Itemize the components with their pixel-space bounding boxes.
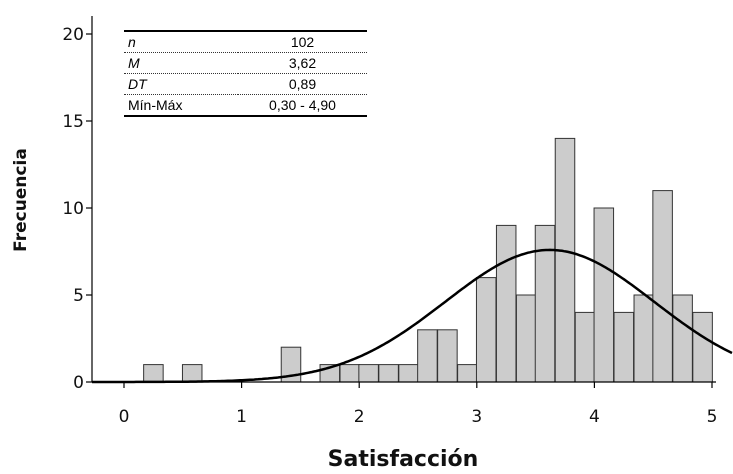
- stats-row-mean: M 3,62: [124, 52, 367, 74]
- histogram-bar: [417, 329, 438, 383]
- stats-value: 0,30 - 4,90: [238, 94, 367, 117]
- x-tick-label: 2: [354, 407, 365, 427]
- histogram-bar: [574, 311, 596, 383]
- stats-label: n: [124, 30, 238, 53]
- x-tick-label: 4: [589, 407, 600, 427]
- stats-value: 102: [238, 30, 367, 53]
- y-tick-label: 5: [73, 286, 84, 306]
- histogram-bar: [692, 311, 713, 383]
- histogram-bar: [672, 294, 693, 383]
- x-tick-label: 5: [707, 407, 718, 427]
- stats-row-sd: DT 0,89: [124, 73, 367, 95]
- y-tick-label: 0: [73, 373, 84, 393]
- histogram-bars: [143, 137, 713, 383]
- histogram-bar: [593, 207, 615, 383]
- histogram-bar: [554, 137, 576, 383]
- stats-label: M: [124, 52, 238, 74]
- histogram-bar: [652, 190, 673, 383]
- x-tick-label: 3: [471, 407, 482, 427]
- histogram-bar: [475, 277, 497, 383]
- histogram-bar: [633, 294, 655, 383]
- x-axis-title: Satisfacción: [328, 447, 479, 472]
- stats-row-range: Mín-Máx 0,30 - 4,90: [124, 94, 367, 117]
- histogram-bar: [378, 364, 399, 383]
- descriptive-stats-table: n 102 M 3,62 DT 0,89 Mín-Máx 0,30 - 4,90: [124, 30, 367, 117]
- histogram-bar: [613, 311, 635, 383]
- stats-row-n: n 102: [124, 30, 367, 53]
- stats-label: DT: [124, 73, 238, 95]
- histogram-bar: [495, 224, 517, 383]
- histogram-bar: [143, 364, 164, 383]
- y-axis-ticks: 0 5 10 15 20: [62, 25, 92, 393]
- y-tick-label: 10: [62, 199, 84, 219]
- x-axis-ticks: 0 1 2 3 4 5: [119, 382, 718, 427]
- x-tick-label: 0: [119, 407, 130, 427]
- x-tick-label: 1: [236, 407, 247, 427]
- y-tick-label: 15: [62, 112, 84, 132]
- y-axis-title: Frecuencia: [11, 148, 31, 252]
- histogram-bar: [398, 364, 419, 383]
- histogram-bar: [515, 294, 537, 383]
- y-tick-label: 20: [62, 25, 84, 45]
- stats-value: 0,89: [238, 73, 367, 95]
- histogram-bar: [437, 329, 458, 383]
- histogram-bar: [181, 364, 203, 383]
- stats-label: Mín-Máx: [124, 94, 238, 117]
- histogram-bar: [339, 364, 361, 383]
- stats-value: 3,62: [238, 52, 367, 74]
- histogram-bar: [457, 364, 478, 383]
- histogram-bar: [358, 364, 379, 383]
